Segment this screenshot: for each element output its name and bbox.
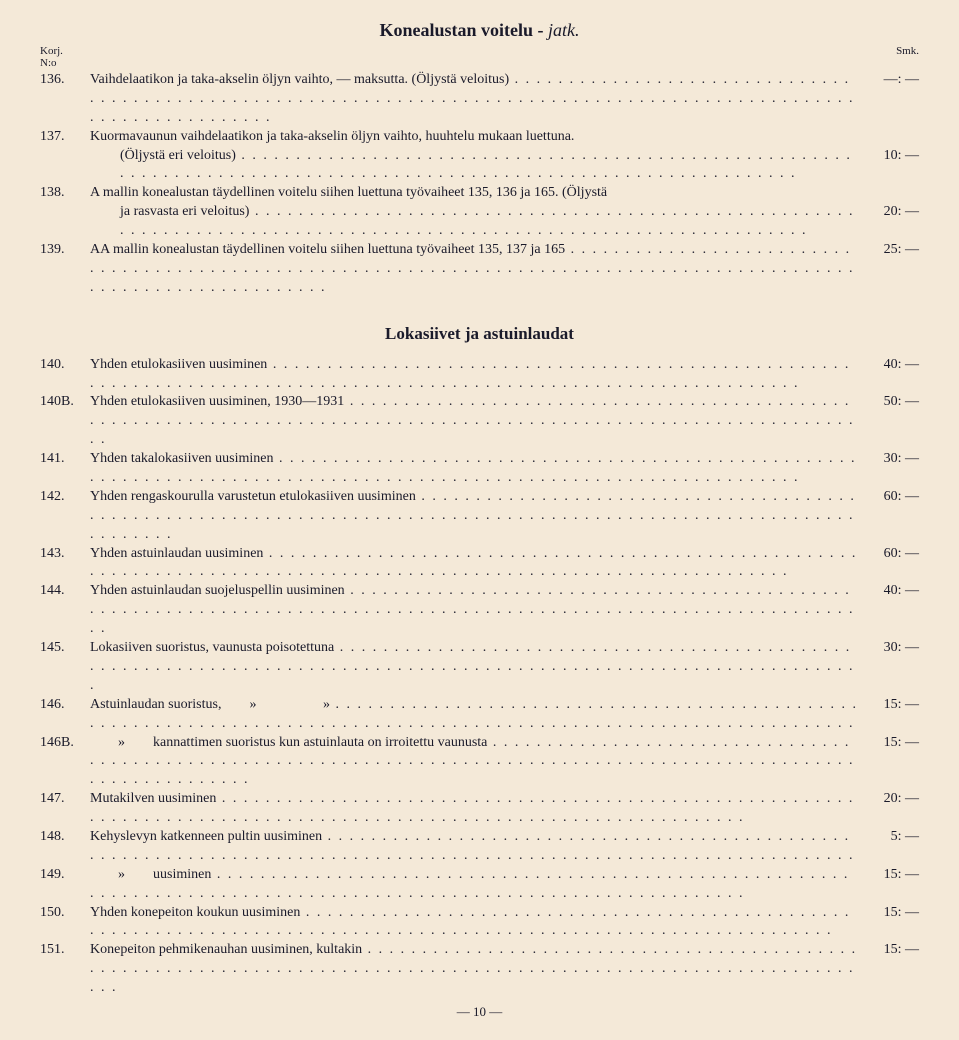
row-price: 20: —: [859, 790, 919, 809]
row-number: 143.: [40, 545, 90, 564]
page-title: Konealustan voitelu - jatk.: [40, 20, 919, 41]
price-row: 151.Konepeiton pehmikenauhan uusiminen, …: [40, 941, 919, 998]
price-row: 146B. » kannattimen suoristus kun astuin…: [40, 734, 919, 791]
price-row: 137.Kuormavaunun vaihdelaatikon ja taka-…: [40, 128, 919, 147]
price-row: 138.A mallin konealustan täydellinen voi…: [40, 184, 919, 203]
row-description: Lokasiiven suoristus, vaunusta poisotett…: [90, 639, 859, 696]
price-row: 149. » uusiminen15: —: [40, 866, 919, 904]
price-row: 145.Lokasiiven suoristus, vaunusta poiso…: [40, 639, 919, 696]
row-description: Yhden konepeiton koukun uusiminen: [90, 904, 859, 942]
price-row: 142.Yhden rengaskourulla varustetun etul…: [40, 488, 919, 545]
row-price: 5: —: [859, 828, 919, 847]
row-price: 40: —: [859, 582, 919, 601]
price-row: 140.Yhden etulokasiiven uusiminen40: —: [40, 356, 919, 394]
row-number: 139.: [40, 241, 90, 260]
header-left: Korj. N:o: [40, 45, 63, 69]
row-description: » uusiminen: [90, 866, 859, 904]
row-number: 140.: [40, 356, 90, 375]
row-number: 149.: [40, 866, 90, 885]
row-number: 146.: [40, 696, 90, 715]
row-number: 137.: [40, 128, 90, 147]
section-2-list: 140.Yhden etulokasiiven uusiminen40: —14…: [40, 356, 919, 998]
row-price: 50: —: [859, 393, 919, 412]
row-price: 60: —: [859, 545, 919, 564]
row-number: 136.: [40, 71, 90, 90]
section-2-title: Lokasiivet ja astuinlaudat: [40, 324, 919, 344]
row-description: Yhden etulokasiiven uusiminen: [90, 356, 859, 394]
row-price: 15: —: [859, 866, 919, 885]
row-price: 20: —: [859, 203, 919, 222]
row-price: 15: —: [859, 904, 919, 923]
row-price: 30: —: [859, 639, 919, 658]
price-row: ja rasvasta eri veloitus)20: —: [40, 203, 919, 241]
row-price: 40: —: [859, 356, 919, 375]
row-price: 15: —: [859, 941, 919, 960]
row-description: Yhden takalokasiiven uusiminen: [90, 450, 859, 488]
row-price: 15: —: [859, 696, 919, 715]
row-description: Yhden etulokasiiven uusiminen, 1930—1931: [90, 393, 859, 450]
row-price: 60: —: [859, 488, 919, 507]
price-row: (Öljystä eri veloitus)10: —: [40, 147, 919, 185]
row-description: Konepeiton pehmikenauhan uusiminen, kult…: [90, 941, 859, 998]
row-number: 138.: [40, 184, 90, 203]
row-description: Astuinlaudan suoristus, » »: [90, 696, 859, 734]
row-description: Yhden astuinlaudan suojeluspellin uusimi…: [90, 582, 859, 639]
row-number: 147.: [40, 790, 90, 809]
row-number: 148.: [40, 828, 90, 847]
row-description: Yhden rengaskourulla varustetun etulokas…: [90, 488, 859, 545]
row-description: » kannattimen suoristus kun astuinlauta …: [90, 734, 859, 791]
column-headers: Korj. N:o Smk.: [40, 45, 919, 69]
row-price: 30: —: [859, 450, 919, 469]
row-description: Kehyslevyn katkenneen pultin uusiminen: [90, 828, 859, 866]
row-description: (Öljystä eri veloitus): [90, 147, 859, 185]
header-right: Smk.: [896, 45, 919, 69]
row-number: 140B.: [40, 393, 90, 412]
title-suffix: jatk.: [548, 20, 580, 40]
row-number: 150.: [40, 904, 90, 923]
price-row: 143.Yhden astuinlaudan uusiminen60: —: [40, 545, 919, 583]
price-row: 144.Yhden astuinlaudan suojeluspellin uu…: [40, 582, 919, 639]
row-price: 25: —: [859, 241, 919, 260]
price-row: 146.Astuinlaudan suoristus, » »15: —: [40, 696, 919, 734]
row-description: Yhden astuinlaudan uusiminen: [90, 545, 859, 583]
row-number: 142.: [40, 488, 90, 507]
row-description: Vaihdelaatikon ja taka-akselin öljyn vai…: [90, 71, 859, 128]
row-number: 144.: [40, 582, 90, 601]
row-number: 141.: [40, 450, 90, 469]
page-footer: — 10 —: [40, 1004, 919, 1020]
row-description: A mallin konealustan täydellinen voitelu…: [90, 184, 859, 203]
row-description: AA mallin konealustan täydellinen voitel…: [90, 241, 859, 298]
title-main: Konealustan voitelu -: [379, 20, 548, 40]
price-row: 140B.Yhden etulokasiiven uusiminen, 1930…: [40, 393, 919, 450]
price-row: 141.Yhden takalokasiiven uusiminen30: —: [40, 450, 919, 488]
row-description: Kuormavaunun vaihdelaatikon ja taka-akse…: [90, 128, 859, 147]
price-row: 147.Mutakilven uusiminen20: —: [40, 790, 919, 828]
price-row: 136.Vaihdelaatikon ja taka-akselin öljyn…: [40, 71, 919, 128]
row-number: 146B.: [40, 734, 90, 753]
row-price: 10: —: [859, 147, 919, 166]
section-1-list: 136.Vaihdelaatikon ja taka-akselin öljyn…: [40, 71, 919, 298]
price-row: 139.AA mallin konealustan täydellinen vo…: [40, 241, 919, 298]
row-description: ja rasvasta eri veloitus): [90, 203, 859, 241]
row-price: 15: —: [859, 734, 919, 753]
row-number: 145.: [40, 639, 90, 658]
price-row: 148.Kehyslevyn katkenneen pultin uusimin…: [40, 828, 919, 866]
row-description: Mutakilven uusiminen: [90, 790, 859, 828]
price-row: 150.Yhden konepeiton koukun uusiminen15:…: [40, 904, 919, 942]
row-price: —: —: [859, 71, 919, 90]
row-number: 151.: [40, 941, 90, 960]
